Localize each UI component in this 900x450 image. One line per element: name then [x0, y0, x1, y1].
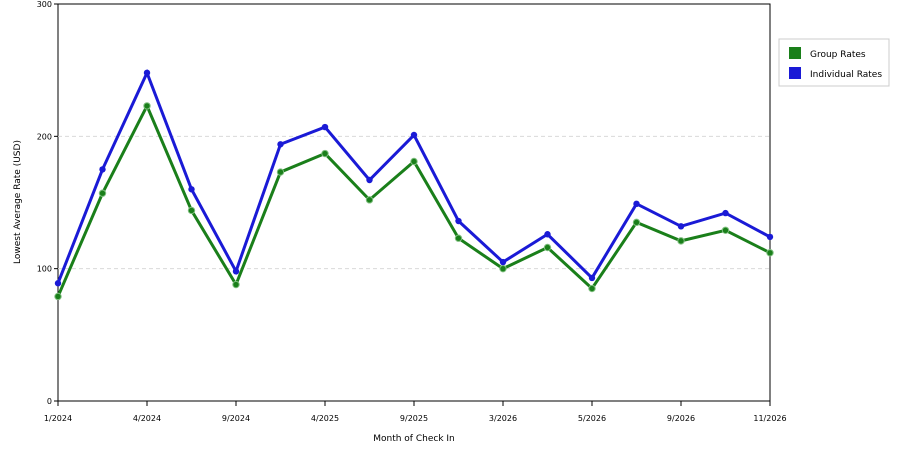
data-point-individual-rates: [633, 200, 640, 208]
data-point-group-rates: [677, 237, 685, 245]
data-point-individual-rates: [722, 209, 729, 217]
y-tick-label: 0: [47, 397, 52, 406]
legend-swatch-group-rates: [789, 47, 801, 59]
data-point-individual-rates: [455, 217, 462, 225]
data-point-individual-rates: [544, 231, 551, 238]
data-point-group-rates: [721, 226, 730, 234]
x-tick-label: 1/2024: [44, 414, 72, 423]
data-point-individual-rates: [277, 141, 284, 148]
y-axis-title: Lowest Average Rate (USD): [13, 140, 23, 264]
data-point-group-rates: [766, 249, 774, 257]
plot-area: [57, 3, 771, 402]
data-point-group-rates: [365, 196, 374, 204]
data-point-individual-rates: [99, 166, 106, 173]
data-point-group-rates: [588, 284, 596, 293]
legend-label-group-rates: Group Rates: [810, 50, 866, 60]
data-point-group-rates: [232, 280, 240, 289]
data-point-group-rates: [410, 157, 418, 166]
x-tick-label: 9/2025: [400, 414, 428, 423]
x-tick-label: 11/2026: [753, 414, 786, 423]
x-tick-label: 4/2025: [311, 414, 339, 423]
data-point-individual-rates: [588, 274, 596, 282]
data-point-group-rates: [187, 206, 196, 215]
x-axis-title: Month of Check In: [373, 434, 455, 444]
series-layer: [54, 68, 774, 301]
y-tick-label: 200: [37, 132, 52, 141]
x-tick-label: 4/2024: [133, 414, 161, 423]
data-point-group-rates: [454, 234, 463, 242]
data-point-group-rates: [143, 102, 151, 110]
data-point-group-rates: [98, 189, 107, 197]
data-point-individual-rates: [188, 186, 195, 193]
data-point-individual-rates: [321, 123, 329, 131]
data-point-group-rates: [321, 149, 329, 158]
data-point-individual-rates: [143, 69, 151, 77]
data-point-individual-rates: [54, 280, 62, 287]
x-tick-label: 9/2026: [667, 414, 695, 423]
data-point-individual-rates: [410, 131, 418, 139]
data-point-individual-rates: [232, 268, 240, 275]
y-tick-label: 300: [37, 0, 52, 9]
x-tick-label: 5/2026: [578, 414, 606, 423]
data-point-group-rates: [499, 264, 507, 273]
legend-label-individual-rates: Individual Rates: [810, 70, 882, 80]
data-point-group-rates: [632, 218, 641, 227]
data-point-group-rates: [543, 243, 552, 252]
legend: Group Rates Individual Rates: [778, 38, 890, 87]
y-tick-label: 100: [37, 265, 52, 274]
data-point-individual-rates: [499, 258, 507, 266]
data-point-individual-rates: [677, 223, 685, 230]
x-axis: 1/2024 4/2024 9/2024 4/2025 9/2025 3/2026 5/20…: [44, 401, 787, 423]
data-point-individual-rates: [366, 176, 373, 184]
y-axis: 0 100 200 300: [37, 0, 58, 406]
x-tick-label: 3/2026: [489, 414, 517, 423]
legend-swatch-individual-rates: [789, 67, 801, 79]
x-tick-label: 9/2024: [222, 414, 250, 423]
data-point-group-rates: [276, 168, 285, 176]
data-point-individual-rates: [766, 233, 774, 241]
data-point-group-rates: [54, 292, 62, 301]
